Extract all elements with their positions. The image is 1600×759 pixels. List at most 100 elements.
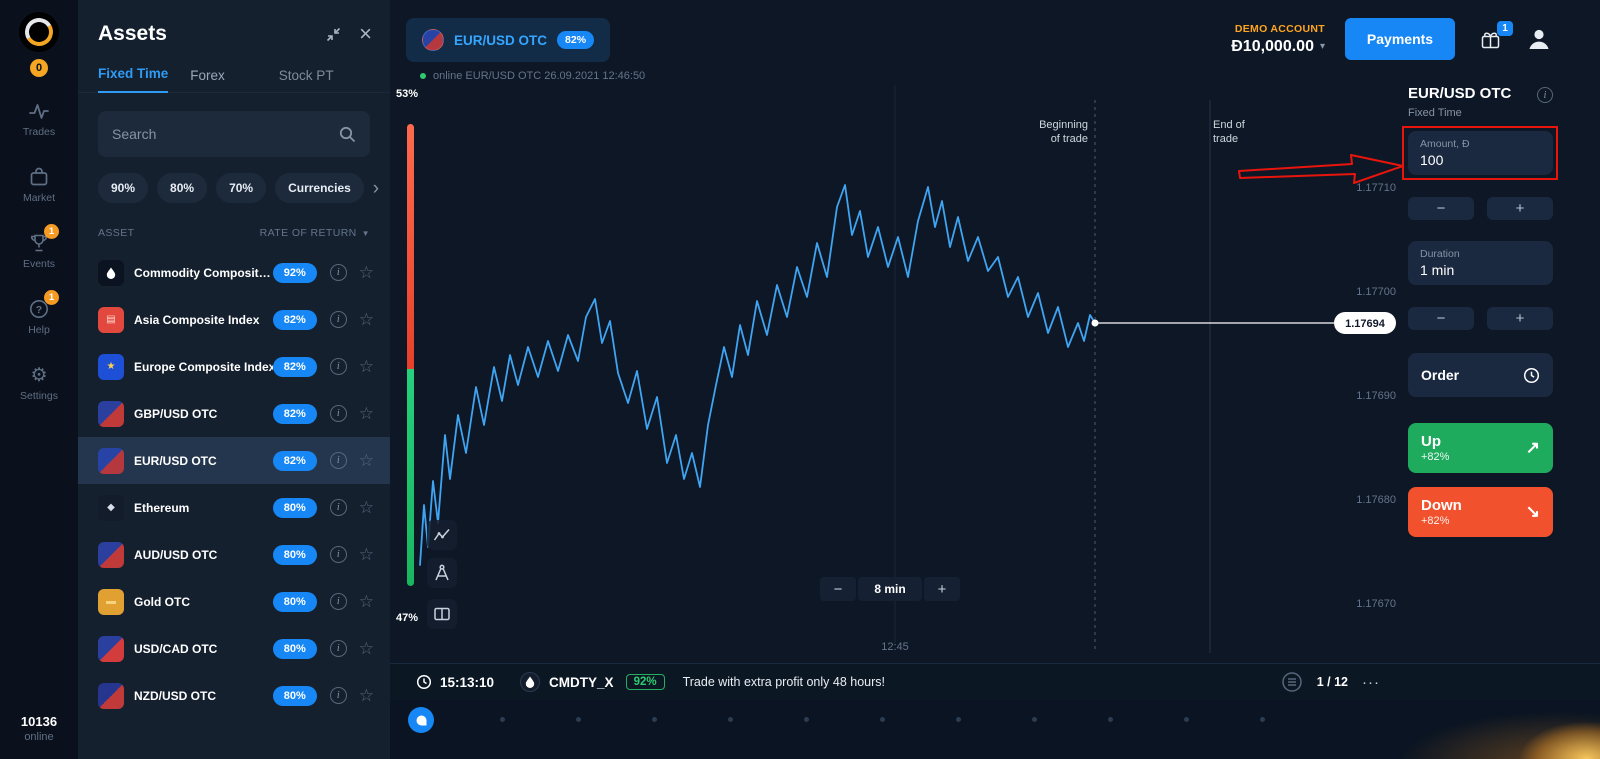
- asset-row-aud-usd-otc[interactable]: AUD/USD OTC 80% i ☆: [78, 531, 390, 578]
- top-header: DEMO ACCOUNT Đ10,000.00 ▾ Payments 1: [1231, 0, 1552, 78]
- info-icon[interactable]: i: [329, 264, 347, 281]
- sidebar-item-market[interactable]: Market: [0, 157, 78, 213]
- favorite-star-icon[interactable]: ☆: [358, 545, 374, 564]
- favorite-star-icon[interactable]: ☆: [358, 498, 374, 517]
- active-symbol-selector[interactable]: EUR/USD OTC 82%: [406, 18, 611, 62]
- timeframe-value[interactable]: 8 min: [858, 577, 922, 601]
- duration-label: Duration: [1420, 248, 1460, 260]
- account-selector[interactable]: DEMO ACCOUNT Đ10,000.00 ▾: [1231, 23, 1325, 56]
- amount-decrease-button[interactable]: −: [1408, 197, 1474, 220]
- tab-stock-pt[interactable]: Stock PT: [278, 68, 334, 83]
- end-of-trade-label: End of trade: [1213, 119, 1245, 145]
- asset-name: EUR/USD OTC: [134, 453, 217, 468]
- gifts-button[interactable]: 1: [1479, 20, 1513, 51]
- duration-field[interactable]: Duration 1 min: [1408, 241, 1553, 285]
- info-icon[interactable]: i: [329, 546, 347, 563]
- asset-row-gold-otc[interactable]: ▬ Gold OTC 80% i ☆: [78, 578, 390, 625]
- svg-text:?: ?: [36, 304, 42, 316]
- favorite-star-icon[interactable]: ☆: [358, 592, 374, 611]
- rate-of-return-pill: 80%: [272, 497, 317, 518]
- zoom-out-button[interactable]: −: [820, 577, 856, 601]
- eurusd-flag-icon: [422, 29, 444, 51]
- asset-row-commodity-composit-[interactable]: Commodity Composit… 92% i ☆: [78, 249, 390, 296]
- sidebar-item-settings[interactable]: ⚙ Settings: [0, 355, 78, 411]
- asset-row-usd-cad-otc[interactable]: USD/CAD OTC 80% i ☆: [78, 625, 390, 672]
- favorite-star-icon[interactable]: ☆: [358, 451, 374, 470]
- amount-increase-button[interactable]: +: [1487, 197, 1553, 220]
- chart-canvas[interactable]: 1.17710 1.17700 1.17690 1.17680 1.17670 1.17…: [390, 85, 1400, 660]
- profile-avatar[interactable]: [1526, 26, 1552, 52]
- sidebar-item-help[interactable]: ? 1 Help: [0, 289, 78, 345]
- favorite-star-icon[interactable]: ☆: [358, 357, 374, 376]
- asset-row-ethereum[interactable]: ◆ Ethereum 80% i ☆: [78, 484, 390, 531]
- favorite-star-icon[interactable]: ☆: [358, 404, 374, 423]
- chevron-right-icon[interactable]: ›: [372, 177, 380, 199]
- sentiment-up-label: 53%: [396, 88, 419, 100]
- asset-search[interactable]: [98, 111, 370, 157]
- tab-forex[interactable]: Forex: [190, 68, 225, 83]
- filter-chip-80[interactable]: 80%: [157, 173, 208, 203]
- price-line-series: [419, 184, 1096, 566]
- info-icon[interactable]: i: [329, 311, 347, 328]
- filter-chip-currencies[interactable]: Currencies: [275, 173, 364, 203]
- up-button[interactable]: Up +82% ↗: [1408, 423, 1553, 473]
- assets-panel-title: Assets: [98, 22, 167, 45]
- asset-icon: ◆: [98, 494, 124, 521]
- price-axis-label: 1.17680: [1356, 494, 1396, 506]
- payments-button[interactable]: Payments: [1345, 18, 1455, 60]
- favorite-star-icon[interactable]: ☆: [358, 310, 374, 329]
- promo-list-icon[interactable]: [1281, 671, 1303, 693]
- order-button[interactable]: Order: [1408, 353, 1553, 397]
- more-menu-icon[interactable]: ···: [1362, 673, 1380, 691]
- search-input[interactable]: [112, 126, 339, 142]
- duration-value[interactable]: 1 min: [1420, 262, 1455, 278]
- timeline-strip[interactable]: [390, 700, 1600, 759]
- drawing-tools-button[interactable]: [427, 558, 457, 588]
- asset-row-europe-composite-index[interactable]: ★ Europe Composite Index 82% i ☆: [78, 343, 390, 390]
- info-icon[interactable]: i: [329, 687, 347, 704]
- favorite-star-icon[interactable]: ☆: [358, 639, 374, 658]
- timeline-handle[interactable]: [408, 707, 434, 733]
- notification-badge: 1: [44, 290, 59, 305]
- amount-value[interactable]: 100: [1420, 152, 1444, 168]
- timeline-dot: [1260, 717, 1265, 722]
- down-button[interactable]: Down +82% ↘: [1408, 487, 1553, 537]
- sidebar-item-label: Market: [22, 192, 56, 204]
- rate-of-return-pill: 80%: [272, 544, 317, 565]
- sidebar-item-events[interactable]: 1 Events: [0, 223, 78, 279]
- search-icon: [339, 126, 356, 143]
- zoom-in-button[interactable]: +: [924, 577, 960, 601]
- info-icon[interactable]: i: [329, 593, 347, 610]
- asset-icon: ▤: [98, 306, 124, 333]
- info-icon[interactable]: i: [1537, 87, 1553, 103]
- app-logo[interactable]: [19, 12, 59, 52]
- chart-layout-button[interactable]: [427, 599, 457, 629]
- filter-chip-90[interactable]: 90%: [98, 173, 149, 203]
- favorite-star-icon[interactable]: ☆: [358, 263, 374, 282]
- amount-field[interactable]: Amount, Đ 100: [1408, 131, 1553, 175]
- filter-chip-70[interactable]: 70%: [216, 173, 267, 203]
- rate-of-return-pill: 80%: [272, 638, 317, 659]
- info-icon[interactable]: i: [329, 452, 347, 469]
- collapse-panel-icon[interactable]: [326, 27, 341, 42]
- asset-row-nzd-usd-otc[interactable]: NZD/USD OTC 80% i ☆: [78, 672, 390, 719]
- asset-row-gbp-usd-otc[interactable]: GBP/USD OTC 82% i ☆: [78, 390, 390, 437]
- duration-decrease-button[interactable]: −: [1408, 307, 1474, 330]
- favorite-star-icon[interactable]: ☆: [358, 686, 374, 705]
- duration-increase-button[interactable]: +: [1487, 307, 1553, 330]
- column-rate-of-return[interactable]: RATE OF RETURN ▼: [259, 227, 370, 239]
- promo-asset-name[interactable]: CMDTY_X: [549, 674, 614, 690]
- info-icon[interactable]: i: [329, 499, 347, 516]
- indicators-button[interactable]: [427, 520, 457, 550]
- asset-row-eur-usd-otc[interactable]: EUR/USD OTC 82% i ☆: [78, 437, 390, 484]
- asset-icon: [98, 259, 124, 286]
- info-icon[interactable]: i: [329, 640, 347, 657]
- tab-fixed-time[interactable]: Fixed Time: [98, 66, 169, 93]
- online-count: 10136: [20, 714, 58, 729]
- asset-row-asia-composite-index[interactable]: ▤ Asia Composite Index 82% i ☆: [78, 296, 390, 343]
- sidebar-item-trades[interactable]: Trades: [0, 91, 78, 147]
- info-icon[interactable]: i: [329, 405, 347, 422]
- info-icon[interactable]: i: [329, 358, 347, 375]
- close-panel-icon[interactable]: ×: [359, 21, 372, 46]
- connection-status: online EUR/USD OTC 26.09.2021 12:46:50: [420, 70, 645, 82]
